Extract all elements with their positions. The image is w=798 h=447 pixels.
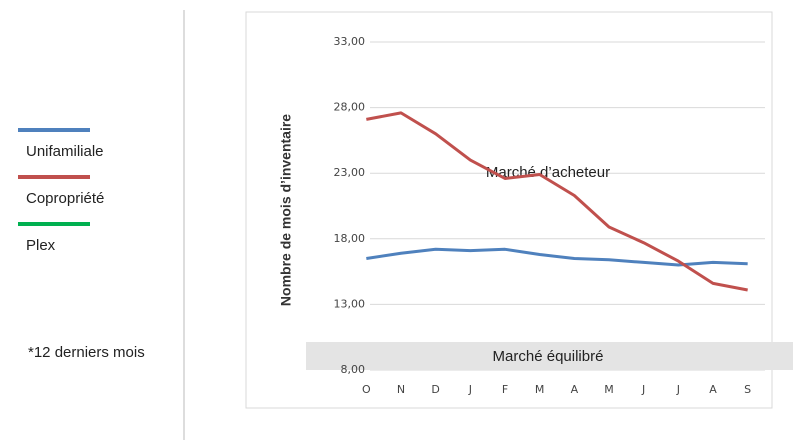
series-line — [366, 111, 748, 292]
x-tick-label: J — [468, 383, 472, 396]
x-tick-label: M — [604, 383, 614, 396]
x-tick-label: F — [502, 383, 508, 396]
note: *12 derniers mois — [28, 344, 145, 361]
x-tick-label: N — [397, 383, 405, 396]
y-axis-label: Nombre de mois d’inventaire — [278, 114, 294, 306]
x-tick-label: S — [744, 383, 751, 396]
y-tick-label: 33,00 — [334, 35, 366, 48]
y-tick-label: 18,00 — [334, 232, 366, 245]
x-tick-label: A — [571, 383, 579, 396]
legend-label: Plex — [26, 237, 56, 254]
y-tick-label: 13,00 — [334, 297, 366, 310]
y-tick-label: 28,00 — [334, 101, 366, 114]
x-tick-label: A — [709, 383, 717, 396]
x-tick-label: J — [641, 383, 645, 396]
series-line — [366, 247, 748, 267]
y-tick-label: 23,00 — [334, 166, 366, 179]
legend-label: Unifamiliale — [26, 143, 104, 160]
balanced-band — [306, 342, 793, 370]
y-tick-label: 8,00 — [341, 363, 366, 376]
legend-label: Copropriété — [26, 190, 104, 207]
annotation: Marché équilibré — [493, 348, 604, 365]
chart-frame — [245, 11, 773, 409]
x-tick-label: J — [676, 383, 680, 396]
x-tick-label: O — [362, 383, 371, 396]
x-tick-label: D — [431, 383, 439, 396]
x-tick-label: M — [535, 383, 545, 396]
